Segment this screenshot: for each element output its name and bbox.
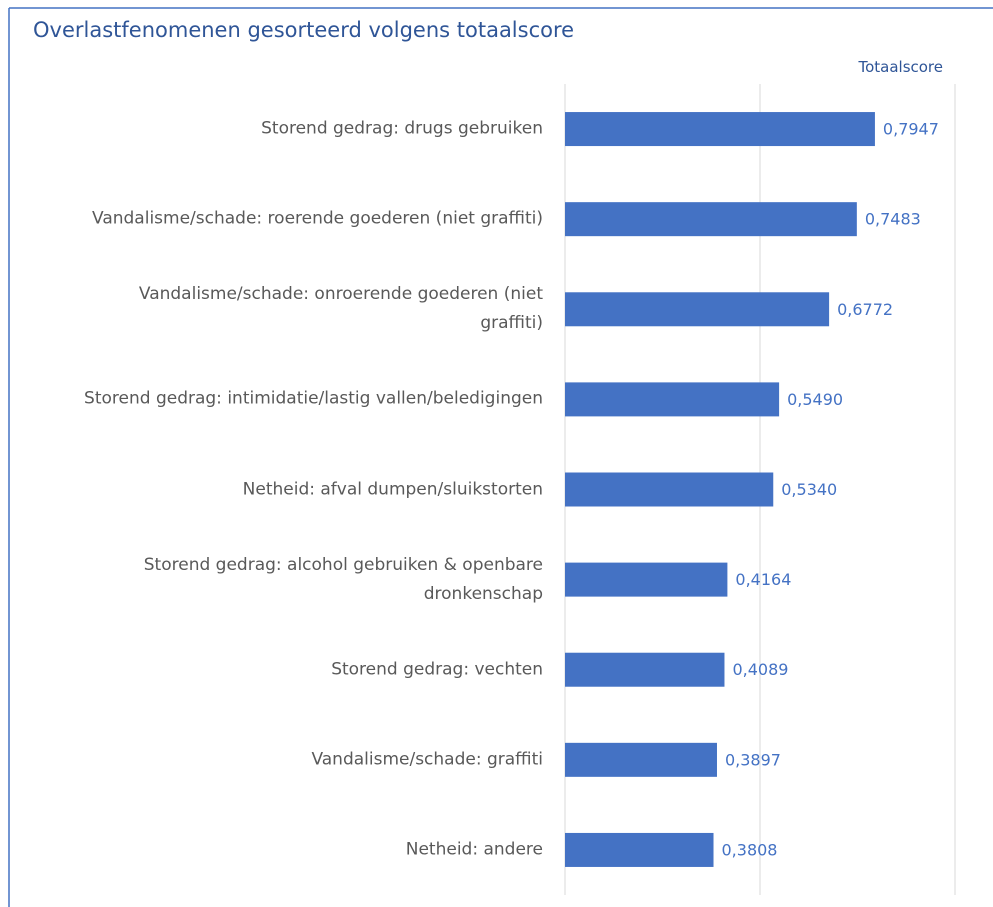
value-label: 0,3897 (725, 750, 781, 769)
value-label: 0,7483 (865, 210, 921, 229)
chart-title: Overlastfenomenen gesorteerd volgens tot… (33, 18, 575, 42)
bar (565, 112, 875, 147)
bar (565, 652, 725, 687)
value-label: 0,5340 (781, 480, 837, 499)
value-label: 0,7947 (883, 120, 939, 139)
y-tick-label: Storend gedrag: drugs gebruiken (261, 118, 543, 139)
bar (565, 472, 774, 507)
bar (565, 832, 714, 867)
legend-entry: Totaalscore (858, 58, 943, 76)
y-tick-label: Storend gedrag: vechten (331, 659, 543, 680)
y-tick-label: Storend gedrag: intimidatie/lastig valle… (84, 388, 543, 409)
y-tick-label: Netheid: afval dumpen/sluikstorten (242, 479, 543, 499)
y-tick-label: Vandalisme/schade: onroerende goederen (… (138, 284, 543, 334)
bar (565, 742, 717, 777)
value-label: 0,4089 (732, 660, 788, 679)
y-tick-label: Vandalisme/schade: graffiti (311, 749, 543, 770)
bar (565, 292, 830, 327)
bar (565, 382, 780, 417)
y-tick-label: Netheid: andere (405, 839, 543, 860)
y-tick-label: Vandalisme/schade: roerende goederen (ni… (92, 208, 543, 229)
y-tick-label: Storend gedrag: alcohol gebruiken & open… (143, 554, 543, 604)
value-label: 0,4164 (735, 570, 791, 589)
bar (565, 562, 728, 597)
value-label: 0,3808 (722, 840, 778, 859)
value-label: 0,6772 (837, 300, 893, 319)
bar (565, 202, 857, 237)
value-label: 0,5490 (787, 390, 843, 409)
